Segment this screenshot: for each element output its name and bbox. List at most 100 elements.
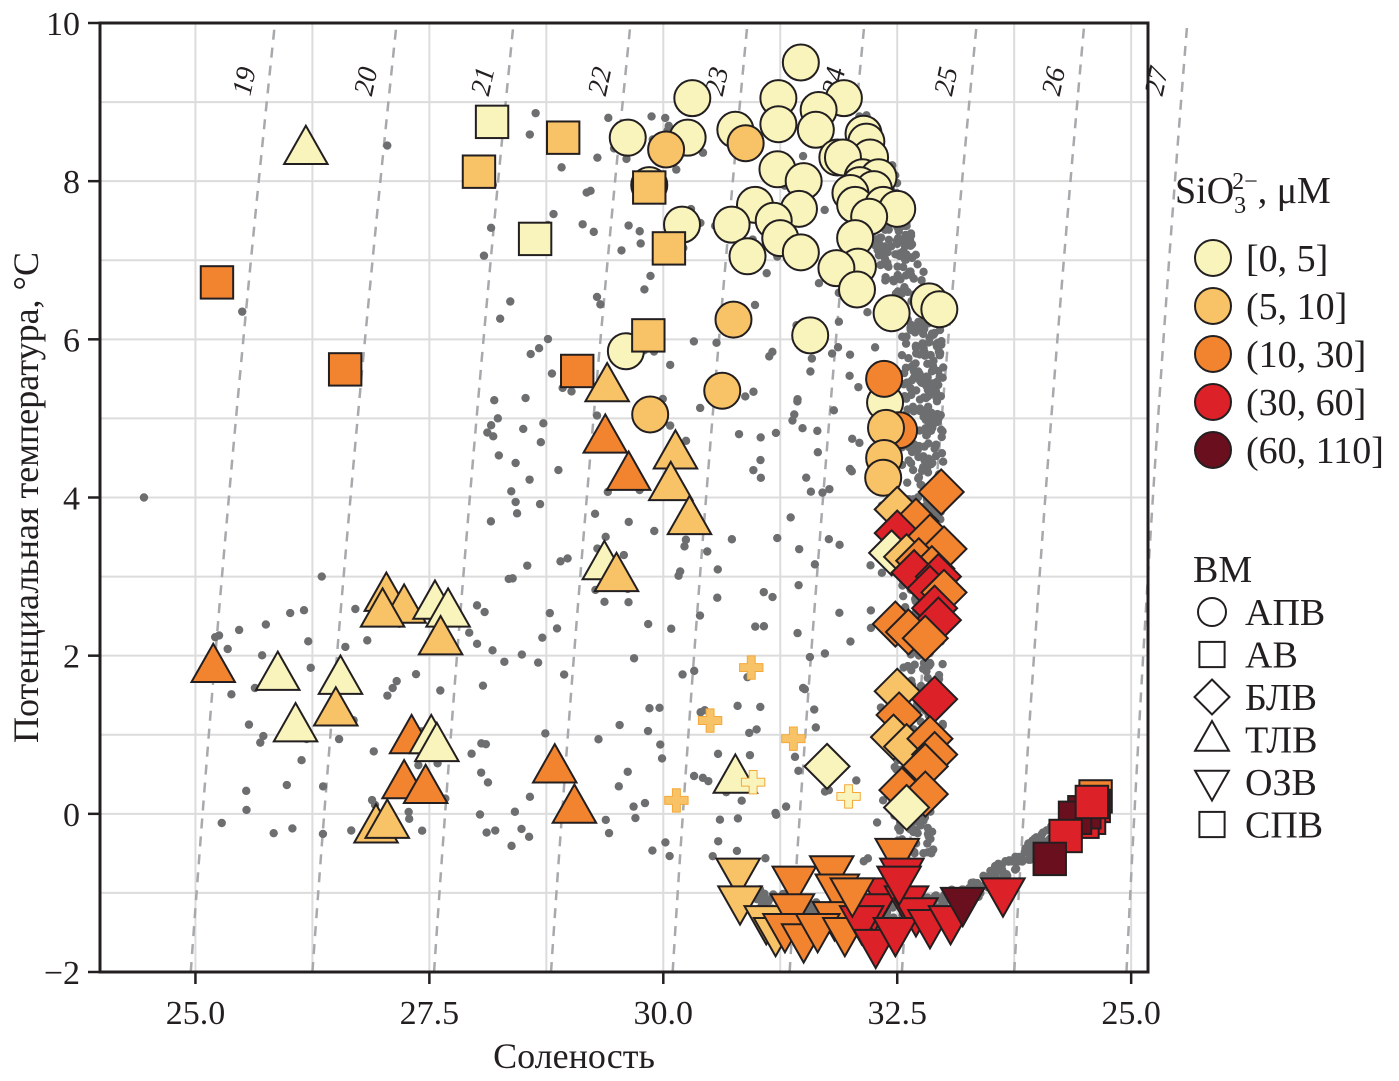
isopycnal-label: 27 bbox=[1139, 63, 1175, 98]
marker-square bbox=[199, 265, 235, 300]
background-point bbox=[617, 246, 626, 255]
background-point bbox=[261, 620, 271, 629]
background-point bbox=[383, 691, 392, 700]
marker-triangle-up bbox=[583, 360, 631, 403]
shape-legend-icon-triangle-up bbox=[1193, 718, 1231, 752]
background-point bbox=[899, 663, 908, 672]
background-point bbox=[601, 532, 610, 541]
background-point bbox=[923, 385, 933, 395]
background-point bbox=[519, 424, 528, 434]
background-point bbox=[878, 796, 888, 805]
background-point bbox=[786, 513, 795, 522]
background-point bbox=[801, 473, 811, 482]
background-point bbox=[1014, 857, 1024, 866]
color-legend-label: (60, 110] bbox=[1246, 430, 1384, 472]
background-point bbox=[539, 419, 548, 428]
shape-legend-item: АПВ bbox=[1197, 592, 1325, 634]
marker-plus bbox=[697, 708, 723, 733]
background-point bbox=[749, 465, 758, 475]
background-point bbox=[922, 465, 932, 474]
background-point bbox=[990, 863, 1000, 872]
background-point bbox=[932, 393, 941, 402]
background-point bbox=[923, 359, 932, 369]
background-point bbox=[256, 738, 265, 747]
background-point bbox=[903, 478, 912, 487]
background-point bbox=[820, 649, 830, 658]
background-point bbox=[749, 387, 758, 396]
background-point bbox=[586, 186, 595, 196]
background-point bbox=[845, 350, 855, 359]
marker-triangle-up bbox=[424, 586, 472, 628]
background-point bbox=[923, 413, 932, 422]
background-point bbox=[798, 424, 807, 433]
background-point bbox=[798, 683, 808, 693]
isopycnal-line bbox=[671, 22, 749, 973]
background-point bbox=[917, 276, 926, 285]
background-point bbox=[690, 666, 699, 676]
marker-circle bbox=[791, 316, 830, 355]
marker-circle bbox=[714, 300, 753, 339]
background-point bbox=[675, 567, 685, 576]
marker-triangle-up bbox=[282, 123, 330, 166]
background-point bbox=[825, 484, 834, 494]
background-point bbox=[507, 487, 516, 496]
marker-plus bbox=[740, 770, 766, 795]
background-point bbox=[762, 268, 771, 278]
background-point bbox=[835, 540, 844, 550]
shape-legend-label: ТЛВ bbox=[1245, 720, 1317, 762]
background-point bbox=[383, 141, 392, 150]
background-point bbox=[646, 271, 655, 281]
shape-legend-item: БЛВ bbox=[1193, 677, 1317, 719]
marker-triangle-down bbox=[875, 865, 923, 907]
background-point bbox=[525, 792, 535, 802]
background-point bbox=[647, 112, 656, 121]
shape-legend-item: ОЗВ bbox=[1193, 762, 1317, 804]
marker-triangle-down bbox=[979, 877, 1027, 919]
marker-triangle-up bbox=[272, 701, 320, 743]
background-point bbox=[488, 646, 497, 655]
background-point bbox=[241, 786, 251, 796]
marker-circle bbox=[608, 118, 647, 157]
shape-legend-label: СПВ bbox=[1245, 805, 1323, 847]
background-point bbox=[793, 628, 802, 638]
marker-square bbox=[560, 353, 595, 389]
background-point bbox=[756, 473, 766, 483]
y-tick-label: 6 bbox=[63, 322, 80, 359]
background-point bbox=[920, 442, 929, 451]
marker-triangle-up bbox=[605, 449, 653, 491]
background-point bbox=[490, 396, 499, 405]
background-point bbox=[932, 413, 941, 422]
y-axis-title: Потенциальная температура, °C bbox=[6, 252, 46, 743]
background-point bbox=[918, 326, 928, 335]
shape-legend-icon-diamond bbox=[1193, 678, 1231, 716]
background-point bbox=[506, 297, 515, 306]
background-point bbox=[733, 701, 742, 711]
background-point bbox=[681, 436, 691, 446]
shape-legend-item: ТЛВ bbox=[1193, 718, 1317, 762]
background-point bbox=[919, 343, 928, 353]
background-point bbox=[495, 314, 505, 323]
background-point bbox=[854, 382, 863, 392]
background-point bbox=[525, 130, 535, 139]
background-point bbox=[351, 604, 360, 614]
background-point bbox=[919, 267, 928, 277]
background-point bbox=[629, 802, 638, 811]
background-point bbox=[834, 317, 844, 326]
background-point bbox=[507, 841, 516, 851]
background-point bbox=[813, 448, 823, 457]
marker-circle bbox=[837, 270, 876, 309]
color-legend-swatch bbox=[1194, 287, 1232, 325]
color-legend-label: (30, 60] bbox=[1246, 382, 1366, 424]
background-point bbox=[299, 606, 309, 615]
marker-circle bbox=[726, 124, 765, 163]
background-point bbox=[297, 755, 306, 765]
marker-diamond bbox=[917, 468, 966, 516]
background-point bbox=[482, 828, 491, 837]
background-point bbox=[414, 760, 423, 770]
data-markers bbox=[189, 43, 1113, 971]
color-legend-swatch bbox=[1194, 239, 1232, 277]
background-point bbox=[592, 292, 602, 302]
background-point bbox=[866, 561, 875, 570]
background-point bbox=[773, 533, 782, 543]
background-point bbox=[534, 344, 544, 353]
